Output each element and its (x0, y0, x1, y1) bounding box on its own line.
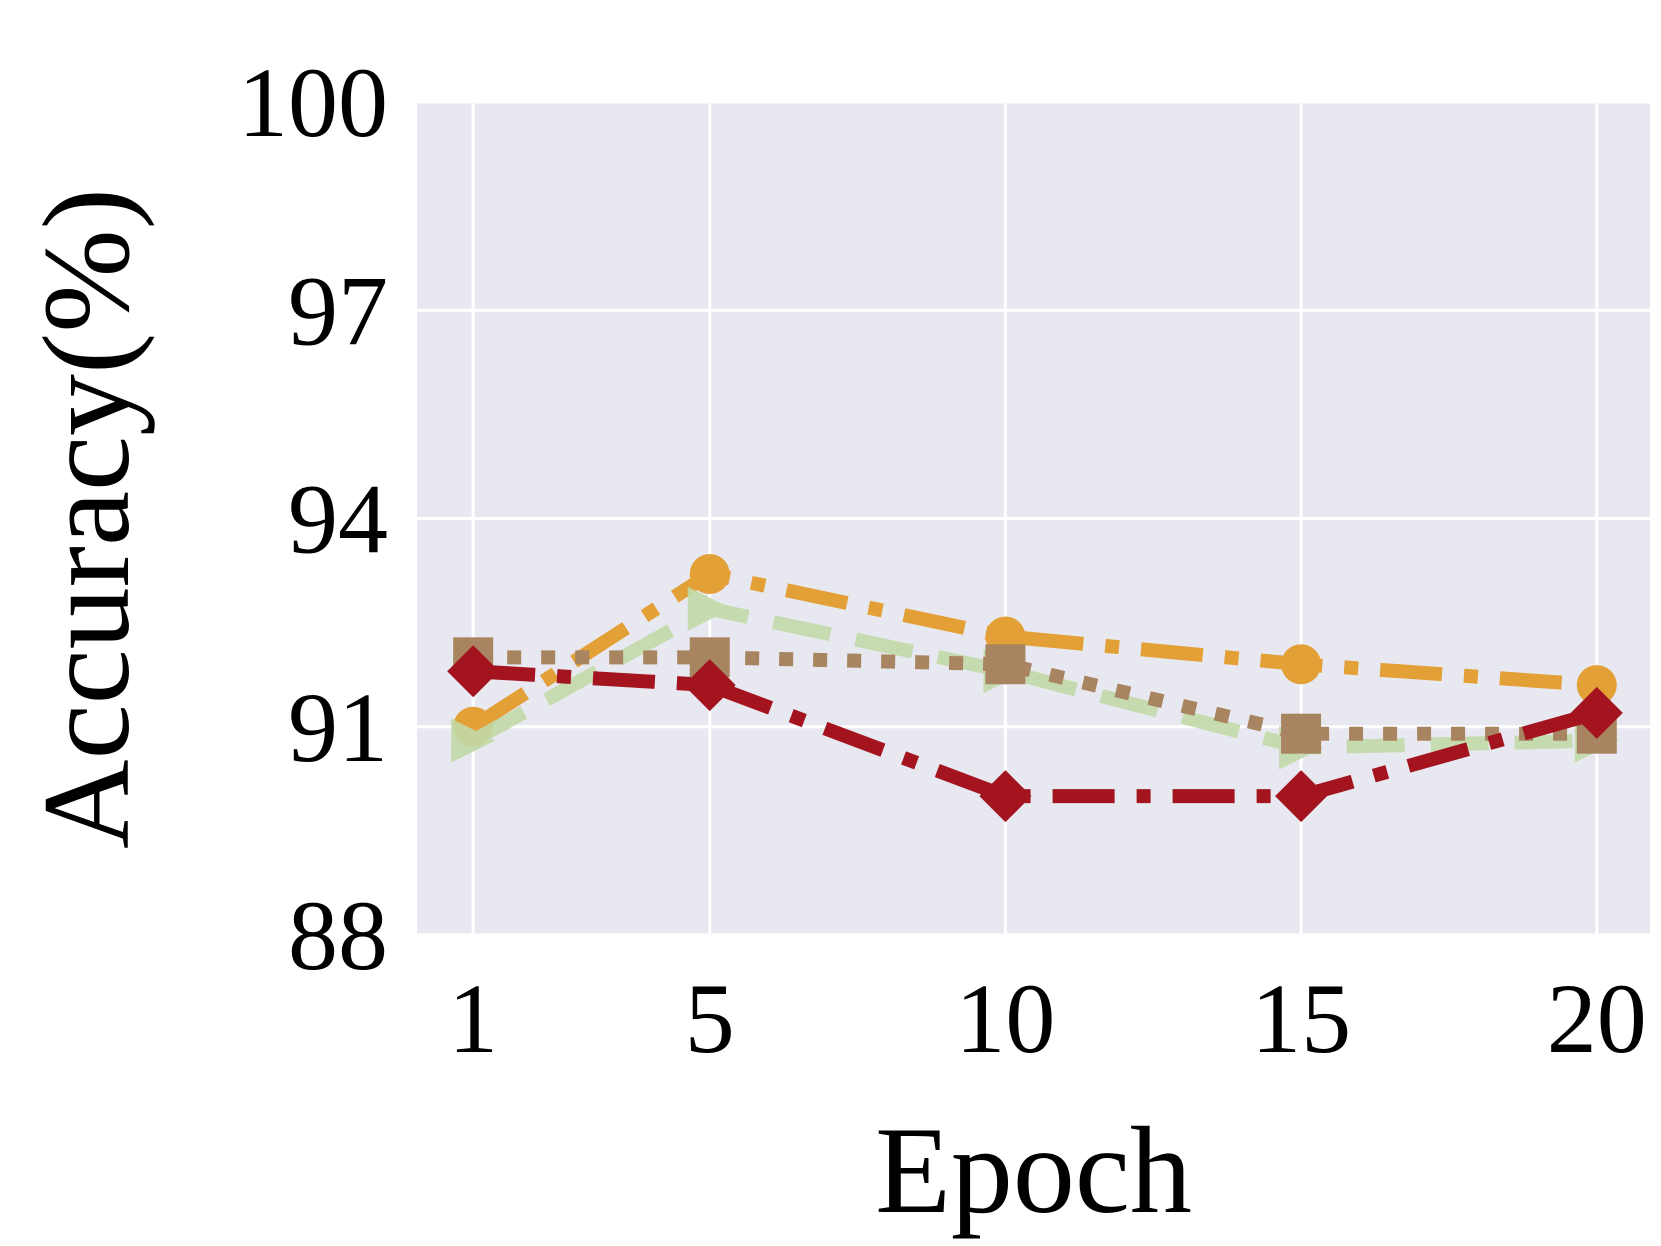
x-tick-labels: 1 5 10 15 20 (448, 963, 1647, 1074)
data-point (979, 770, 1032, 823)
x-tick-label: 15 (1251, 963, 1351, 1074)
data-point (1281, 644, 1322, 685)
x-tick-label: 5 (685, 963, 735, 1074)
data-point (985, 644, 1026, 685)
series-line (469, 601, 1597, 755)
data-point (689, 554, 730, 595)
data-point (683, 659, 736, 712)
data-point (1570, 686, 1623, 739)
data-point (1281, 713, 1322, 754)
y-tick-label: 91 (288, 672, 388, 783)
y-tick-label: 100 (238, 47, 388, 158)
y-tick-labels: 88 91 94 97 100 (238, 47, 388, 991)
y-tick-label: 88 (288, 880, 388, 991)
series-line (472, 664, 1599, 804)
series-layer (447, 554, 1623, 823)
data-point (447, 645, 500, 698)
x-axis-title: Epoch (875, 1102, 1192, 1239)
grid-lines (417, 100, 1650, 937)
x-tick-label: 1 (448, 963, 498, 1074)
data-point (1576, 665, 1617, 706)
series-line (469, 567, 1598, 733)
data-point (1275, 770, 1328, 823)
y-tick-label: 97 (288, 255, 388, 366)
x-tick-label: 20 (1547, 963, 1647, 1074)
series-4 (447, 645, 1623, 823)
data-point (451, 718, 496, 763)
x-tick-label: 10 (955, 963, 1055, 1074)
data-point (687, 586, 732, 631)
y-axis-title: Accuracy(%) (18, 188, 155, 849)
y-tick-label: 94 (288, 464, 388, 575)
